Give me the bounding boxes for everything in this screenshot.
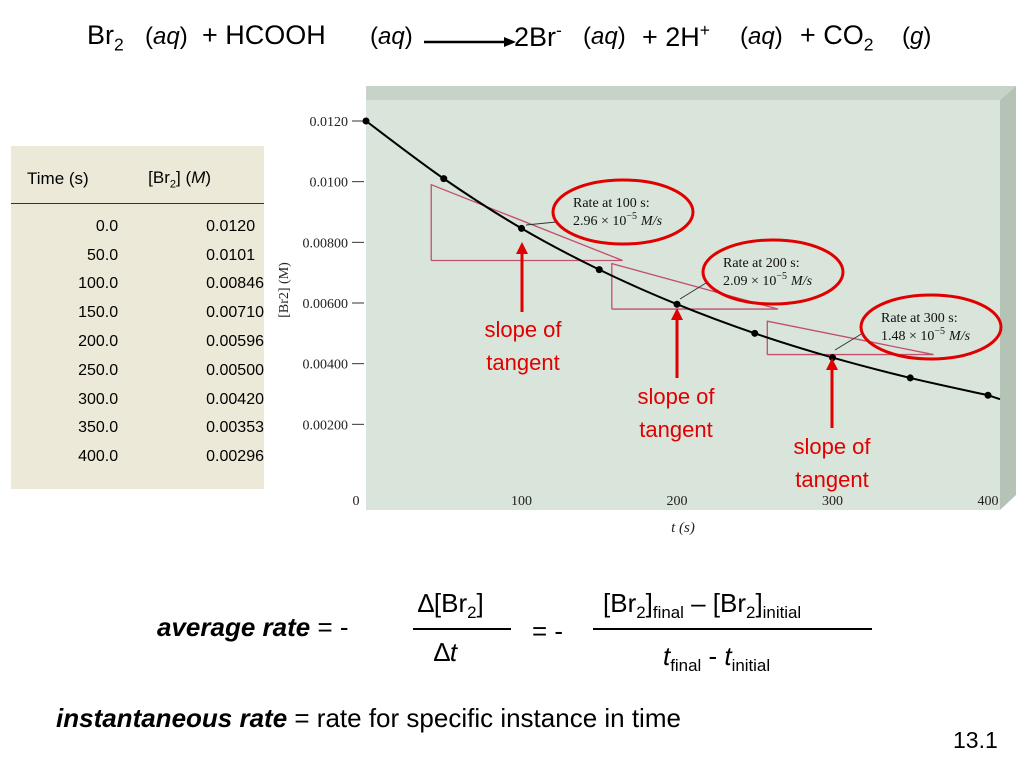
table-row: 150.0 0.00710 [11, 299, 264, 328]
callout-highlight-ellipse [701, 238, 845, 306]
data-point [595, 266, 603, 274]
average-rate-label: average rate = - [157, 612, 349, 642]
equation-state-aq: (aq) [370, 23, 413, 50]
table-cell-time: 150.0 [78, 304, 119, 322]
slide-number: 13.1 [953, 727, 998, 753]
reaction-arrow [424, 37, 516, 47]
data-point [829, 354, 836, 362]
table-row: 200.0 0.00596 [11, 328, 264, 357]
data-point [362, 117, 370, 125]
data-point [751, 329, 759, 337]
table-row: 350.0 0.00353 [11, 414, 264, 443]
equation-product-br: 2Br- [514, 20, 562, 52]
x-axis-title: t (s) [671, 520, 695, 536]
reaction-equation: Br2 (aq) + HCOOH (aq) 2Br- (aq) + 2H+ (a… [0, 20, 1024, 60]
table-cell-concentration: 0.00710 [206, 304, 264, 322]
table-cell-concentration: 0.00420 [206, 390, 264, 408]
equation-reactant-hcooh: + HCOOH [202, 20, 326, 50]
data-point [984, 391, 992, 399]
fraction-bar-2 [593, 628, 872, 630]
y-tick-label: 0.0100 [310, 176, 349, 191]
table-cell-concentration: 0.00500 [206, 361, 264, 379]
table-cell-time: 350.0 [78, 419, 119, 437]
table-cell-time: 200.0 [78, 332, 119, 350]
y-tick-label: 0.00400 [303, 358, 349, 373]
table-cell-time: 100.0 [78, 275, 119, 293]
table-row: 250.0 0.00500 [11, 356, 264, 385]
y-tick-label: 0.00200 [303, 418, 349, 433]
y-tick-label: 0.00800 [303, 236, 349, 251]
concentration-vs-time-chart: 0.00200 0.00400 0.00600 0.00800 0.0100 0.0120… [277, 86, 1016, 536]
equals-minus: = - [532, 616, 564, 646]
red-arrow-head [671, 308, 683, 320]
callout-rate-value: 1.48 × 10−5 M/s [881, 326, 971, 344]
data-point [906, 374, 914, 382]
callout-rate-value: 2.96 × 10−5 M/s [573, 211, 663, 229]
fraction-bar-1 [413, 628, 511, 630]
callout-rate-value: 2.09 × 10−5 M/s [723, 271, 813, 289]
data-point [673, 300, 681, 308]
time-difference-denominator: tfinal - tinitial [663, 641, 771, 676]
callout-highlight-ellipse [859, 293, 1003, 361]
y-axis-title: [Br2] (M) [277, 262, 292, 318]
table-cell-concentration: 0.00596 [206, 332, 264, 350]
y-tick-label: 0.00600 [303, 297, 349, 312]
callout-rate-heading: Rate at 300 s: [881, 311, 958, 326]
table-row: 0.0 0.0120 [11, 204, 264, 241]
table-cell-time: 250.0 [78, 361, 119, 379]
plot-panel-side-edge [1000, 86, 1016, 510]
table-cell-concentration: 0.00846 [206, 275, 264, 293]
table-header-time: Time (s) [11, 146, 119, 205]
equation-reactant-br2: Br2 [87, 20, 124, 55]
table-cell-time: 50.0 [87, 246, 119, 264]
x-tick-label: 200 [667, 494, 688, 509]
table-cell-time: 400.0 [78, 448, 119, 466]
table-row: 300.0 0.00420 [11, 385, 264, 414]
red-arrow-head [826, 358, 838, 370]
callout-leader [679, 282, 707, 300]
table-cell-concentration: 0.00296 [206, 448, 264, 466]
table-cell-time: 300.0 [78, 390, 119, 408]
concentration-table: Time (s) [Br2] (M) 0.0 0.0120 50.0 0.0101 10… [11, 146, 264, 489]
x-tick-label: 100 [511, 494, 532, 509]
callout-leader [834, 332, 864, 351]
slope-label-300: slope of tangent [793, 434, 871, 492]
slope-label-200: slope of tangent [637, 384, 715, 442]
plot-panel-top-edge [366, 86, 1016, 100]
y-tick-label: 0.0120 [310, 115, 349, 130]
data-point [440, 175, 448, 183]
data-point [518, 224, 525, 232]
delta-br2-numerator: ∆[Br2] [418, 588, 484, 623]
tangent-triangle [611, 262, 779, 310]
table-cell-concentration: 0.0120 [206, 217, 256, 235]
callout-leader [525, 221, 557, 226]
table-cell-time: 0.0 [95, 217, 119, 235]
table-row: 50.0 0.0101 [11, 241, 264, 270]
x-tick-label: 400 [978, 494, 999, 509]
table-row: 100.0 0.00846 [11, 270, 264, 299]
x-tick-label: 300 [822, 494, 843, 509]
delta-t-denominator: ∆t [434, 637, 458, 667]
table-row: 400.0 0.00296 [11, 443, 264, 472]
slope-label-100: slope of tangent [484, 317, 562, 375]
callout-rate-heading: Rate at 200 s: [723, 256, 800, 271]
red-arrow-head [516, 242, 528, 254]
tangent-triangle [430, 183, 623, 262]
instantaneous-rate-definition: instantaneous rate = rate for specific i… [56, 703, 681, 733]
table-cell-concentration: 0.00353 [206, 419, 264, 437]
table-cell-concentration: 0.0101 [206, 246, 256, 264]
equation-product-h: + 2H+ [642, 20, 711, 52]
plot-panel [366, 100, 1000, 510]
equation-state-aq: (aq) [740, 23, 783, 50]
equation-state-aq: (aq) [583, 23, 626, 50]
callout-highlight-ellipse [551, 178, 695, 246]
equation-product-co2: + CO2 [800, 20, 874, 55]
final-minus-initial-numerator: [Br2]final – [Br2]initial [603, 588, 802, 623]
equation-state-aq: (aq) [145, 23, 188, 50]
callout-rate-heading: Rate at 100 s: [573, 196, 650, 211]
x-tick-label: 0 [353, 494, 360, 509]
table-header-concentration: [Br2] (M) [118, 146, 264, 205]
equation-state-g: (g) [902, 23, 932, 50]
